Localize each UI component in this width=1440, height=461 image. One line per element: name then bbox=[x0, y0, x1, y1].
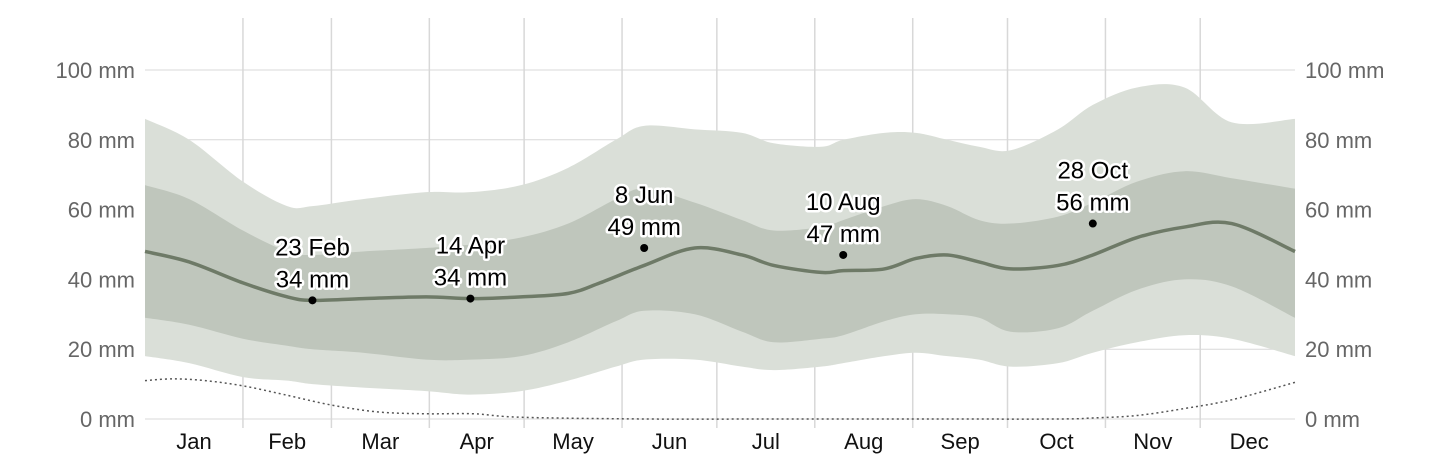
annotation-date: 8 Jun bbox=[615, 182, 674, 209]
annotation-value: 34 mm bbox=[434, 265, 507, 292]
y-tick-label-left: 40 mm bbox=[68, 267, 135, 292]
y-tick-label-right: 80 mm bbox=[1305, 128, 1372, 153]
band-25-75 bbox=[145, 171, 1295, 361]
y-tick-label-left: 80 mm bbox=[68, 128, 135, 153]
annotation-date: 23 Feb bbox=[275, 234, 350, 261]
month-label: Oct bbox=[1039, 429, 1073, 454]
bands bbox=[145, 84, 1295, 395]
month-label: Dec bbox=[1230, 429, 1269, 454]
annotation-marker bbox=[839, 250, 848, 259]
month-label: Jan bbox=[176, 429, 211, 454]
month-label: Mar bbox=[361, 429, 399, 454]
y-tick-label-right: 0 mm bbox=[1305, 407, 1360, 432]
y-tick-label-left: 0 mm bbox=[80, 407, 135, 432]
annotation-value: 34 mm bbox=[276, 266, 349, 293]
annotation-marker bbox=[640, 243, 649, 252]
annotations: 23 Feb 34 mm 14 Apr 34 mm 8 Jun 49 mm 10 Aug 47… bbox=[273, 155, 1132, 305]
y-tick-label-right: 40 mm bbox=[1305, 267, 1372, 292]
y-tick-label-left: 60 mm bbox=[68, 198, 135, 223]
month-label: Jun bbox=[652, 429, 687, 454]
annotation-value: 47 mm bbox=[807, 221, 880, 248]
annotation-date: 14 Apr bbox=[436, 233, 505, 260]
month-label: Feb bbox=[268, 429, 306, 454]
annotation-marker bbox=[466, 294, 475, 303]
y-tick-label-right: 100 mm bbox=[1305, 58, 1384, 83]
month-label: Jul bbox=[752, 429, 780, 454]
lines bbox=[144, 220, 1296, 420]
month-label: Aug bbox=[844, 429, 883, 454]
annotation-marker bbox=[1088, 219, 1097, 228]
annotation-date: 28 Oct bbox=[1057, 158, 1128, 185]
median-line bbox=[144, 220, 1296, 303]
month-label: Nov bbox=[1133, 429, 1172, 454]
dotted-line bbox=[144, 378, 1296, 420]
month-label: May bbox=[552, 429, 594, 454]
y-tick-label-right: 20 mm bbox=[1305, 337, 1372, 362]
axes: 0 mm 0 mm 20 mm 20 mm 40 mm 40 mm 60 mm 60 mm 80… bbox=[56, 58, 1385, 454]
y-tick-label-left: 100 mm bbox=[56, 58, 135, 83]
month-label: Apr bbox=[460, 429, 494, 454]
annotation-value: 49 mm bbox=[607, 214, 680, 241]
y-tick-label-left: 20 mm bbox=[68, 337, 135, 362]
y-tick-label-right: 60 mm bbox=[1305, 198, 1372, 223]
annotation-marker bbox=[308, 296, 317, 305]
month-label: Sep bbox=[941, 429, 980, 454]
annotation-date: 10 Aug bbox=[806, 189, 881, 216]
annotation-value: 56 mm bbox=[1056, 190, 1129, 217]
